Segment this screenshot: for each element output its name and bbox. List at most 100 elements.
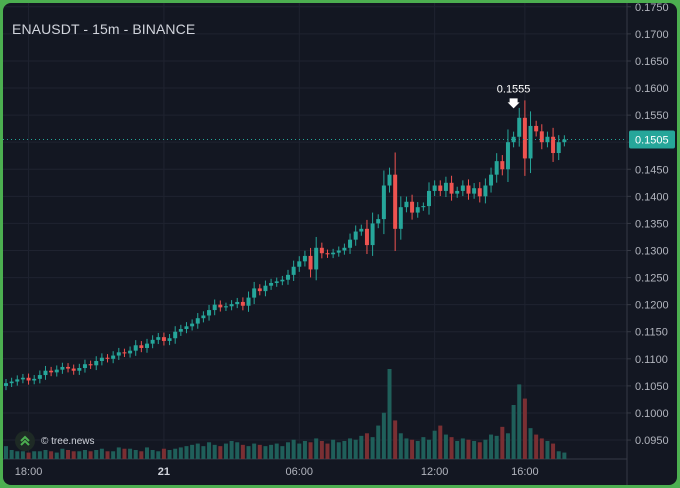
volume-bar	[37, 451, 42, 459]
volume-bar	[325, 443, 330, 459]
y-tick-label: 0.1450	[635, 164, 669, 176]
candle-body	[455, 190, 460, 194]
candle-body	[387, 174, 392, 186]
volume-bar	[167, 450, 172, 459]
candle-body	[393, 174, 398, 229]
volume-bar	[280, 446, 285, 459]
volume-bar	[43, 450, 48, 459]
double-chevron-up-icon	[15, 431, 35, 451]
y-tick-label: 0.1000	[635, 408, 669, 420]
volume-bar	[404, 438, 409, 459]
candle-body	[71, 368, 76, 371]
volume-bar	[545, 441, 550, 459]
x-tick-label: 18:00	[15, 466, 43, 478]
volume-bar	[229, 441, 234, 459]
volume-bar	[505, 433, 510, 459]
candle-body	[32, 378, 37, 381]
candle-body	[128, 350, 133, 354]
volume-bar	[297, 443, 302, 459]
watermark: © tree.news	[15, 429, 95, 453]
volume-bar	[133, 450, 138, 459]
volume-bar	[494, 435, 499, 459]
candle-body	[370, 223, 375, 246]
volume-bar	[195, 443, 200, 459]
volume-bar	[218, 446, 223, 459]
volume-bar	[460, 438, 465, 459]
candle-body	[483, 185, 488, 197]
candle-body	[105, 357, 110, 359]
candle-body	[88, 364, 93, 366]
candle-body	[9, 381, 14, 384]
candle-body	[263, 285, 268, 292]
volume-bar	[9, 450, 14, 459]
candle-body	[161, 337, 166, 341]
volume-bar	[466, 439, 471, 459]
y-tick-label: 0.1150	[635, 327, 668, 339]
volume-bar	[111, 451, 116, 459]
candle-body	[314, 247, 319, 270]
x-tick-label: 16:00	[511, 466, 539, 478]
volume-bar	[173, 448, 178, 459]
volume-bar	[483, 439, 488, 459]
candle-body	[37, 375, 42, 379]
x-tick-label: 21	[158, 466, 170, 478]
candle-body	[556, 142, 561, 154]
volume-bar	[302, 441, 307, 459]
volume-bar	[122, 448, 127, 459]
candle-body	[381, 185, 386, 220]
candle-body	[82, 364, 87, 369]
volume-bar	[551, 443, 556, 459]
candle-body	[534, 125, 539, 132]
volume-bar	[15, 451, 20, 459]
volume-bar	[381, 412, 386, 459]
candle-body	[500, 161, 505, 170]
volume-bar	[438, 425, 443, 459]
volume-bar	[421, 437, 426, 459]
volume-bar	[432, 430, 437, 459]
candle-body	[49, 370, 54, 373]
volume-bar	[359, 435, 364, 459]
candle-body	[472, 188, 477, 194]
y-tick-label: 0.1350	[635, 218, 669, 230]
candle-body	[240, 301, 245, 306]
candle-body	[184, 326, 189, 330]
watermark-text: © tree.news	[41, 435, 95, 447]
candle-body	[505, 142, 510, 170]
candle-body	[443, 182, 448, 191]
volume-bar	[336, 442, 341, 459]
candle-body	[336, 250, 341, 253]
candle-body	[489, 174, 494, 186]
candle-body	[404, 201, 409, 208]
candle-body	[494, 161, 499, 175]
volume-bar	[252, 443, 257, 459]
volume-bar	[410, 439, 415, 459]
candle-body	[269, 282, 274, 286]
y-tick-label: 0.1100	[635, 354, 668, 366]
candle-body	[432, 185, 437, 191]
x-tick-label: 06:00	[286, 466, 314, 478]
chart-title: ENAUSDT - 15m - BINANCE	[12, 21, 196, 37]
volume-bar	[66, 450, 71, 459]
candle-body	[43, 370, 48, 376]
volume-bar	[128, 448, 133, 459]
y-tick-label: 0.1050	[635, 381, 669, 393]
volume-bar	[314, 438, 319, 459]
candle-body	[139, 345, 144, 348]
volume-bar	[364, 433, 369, 459]
candlestick-chart[interactable]: 0.17500.17000.16500.16000.15500.15000.14…	[3, 3, 677, 485]
x-tick-label: 12:00	[421, 466, 449, 478]
candle-body	[257, 288, 262, 292]
candle-body	[511, 136, 516, 143]
candle-body	[54, 369, 59, 373]
volume-bar	[223, 443, 228, 459]
volume-bar	[26, 452, 31, 459]
candle-body	[178, 329, 183, 332]
candle-body	[190, 323, 195, 327]
volume-bar	[105, 451, 110, 459]
volume-bar	[274, 443, 279, 459]
candle-body	[60, 366, 65, 370]
volume-bar	[427, 439, 431, 459]
last-price-badge	[629, 130, 675, 149]
candle-body	[460, 185, 465, 191]
volume-bar	[161, 448, 166, 459]
